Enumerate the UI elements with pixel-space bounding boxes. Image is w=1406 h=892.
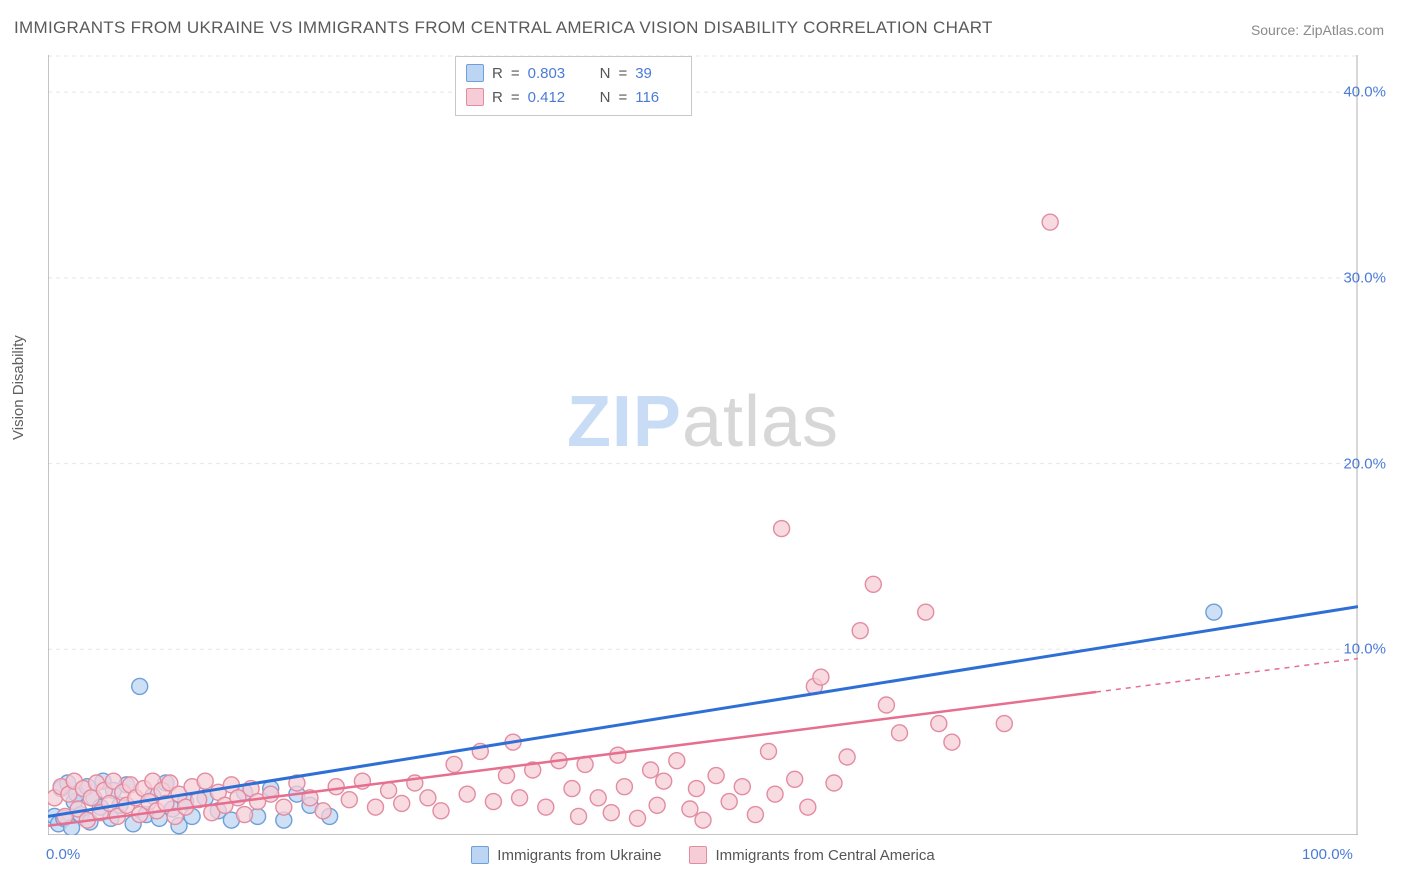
scatter-plot-svg bbox=[48, 55, 1358, 835]
legend-swatch-central-america bbox=[689, 846, 707, 864]
n-value-central-america: 116 bbox=[635, 89, 681, 106]
eq-sign: = bbox=[511, 89, 520, 106]
source-attribution: Source: ZipAtlas.com bbox=[1251, 22, 1384, 38]
x-tick-label: 100.0% bbox=[1302, 846, 1353, 863]
legend-item-central-america: Immigrants from Central America bbox=[689, 846, 934, 864]
r-label: R bbox=[492, 65, 503, 82]
n-label: N bbox=[600, 89, 611, 106]
y-tick-label: 40.0% bbox=[1343, 84, 1386, 101]
chart-title: IMMIGRANTS FROM UKRAINE VS IMMIGRANTS FR… bbox=[14, 18, 993, 38]
chart-plot-area: ZIPatlas bbox=[48, 55, 1358, 835]
source-prefix: Source: bbox=[1251, 22, 1303, 38]
eq-sign: = bbox=[618, 65, 627, 82]
n-value-ukraine: 39 bbox=[635, 65, 681, 82]
x-tick-label: 0.0% bbox=[46, 846, 80, 863]
r-value-ukraine: 0.803 bbox=[528, 65, 574, 82]
legend-item-ukraine: Immigrants from Ukraine bbox=[471, 846, 661, 864]
legend-swatch-ukraine bbox=[471, 846, 489, 864]
stats-swatch-central-america bbox=[466, 88, 484, 106]
legend-label-central-america: Immigrants from Central America bbox=[715, 847, 934, 864]
r-value-central-america: 0.412 bbox=[528, 89, 574, 106]
correlation-stats-box: R = 0.803 N = 39 R = 0.412 N = 116 bbox=[455, 56, 692, 116]
stats-row-central-america: R = 0.412 N = 116 bbox=[466, 85, 681, 109]
stats-swatch-ukraine bbox=[466, 64, 484, 82]
y-tick-label: 20.0% bbox=[1343, 455, 1386, 472]
y-axis-label: Vision Disability bbox=[10, 335, 27, 440]
eq-sign: = bbox=[511, 65, 520, 82]
stats-row-ukraine: R = 0.803 N = 39 bbox=[466, 61, 681, 85]
n-label: N bbox=[600, 65, 611, 82]
source-link[interactable]: ZipAtlas.com bbox=[1303, 22, 1384, 38]
eq-sign: = bbox=[618, 89, 627, 106]
legend-label-ukraine: Immigrants from Ukraine bbox=[497, 847, 661, 864]
y-tick-label: 30.0% bbox=[1343, 269, 1386, 286]
r-label: R bbox=[492, 89, 503, 106]
y-tick-label: 10.0% bbox=[1343, 641, 1386, 658]
legend-bottom: Immigrants from Ukraine Immigrants from … bbox=[0, 846, 1406, 864]
